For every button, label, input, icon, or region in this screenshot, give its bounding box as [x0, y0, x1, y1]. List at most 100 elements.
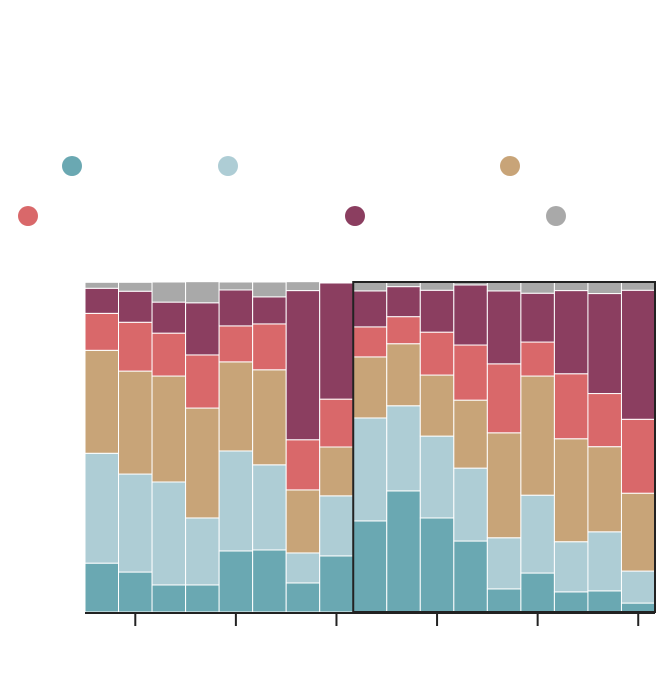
bar-segment: [118, 473, 153, 573]
bar-segment: [185, 517, 220, 586]
bar-segment: [151, 281, 187, 303]
bar-segment: [84, 349, 120, 454]
bar-segment: [252, 296, 287, 325]
bar-segment: [252, 369, 287, 466]
bar-segment: [352, 326, 388, 358]
bar-segment: [285, 439, 321, 491]
bar-segment: [252, 323, 287, 371]
bar-segment: [151, 375, 187, 483]
bar-segment: [285, 489, 321, 554]
bar-segment: [352, 281, 388, 292]
bar-segment: [386, 490, 421, 613]
bar-segment: [419, 517, 455, 613]
bar-segment: [620, 281, 656, 291]
bar-segment: [84, 312, 120, 351]
bar-segment: [185, 281, 220, 304]
bar-segment: [453, 399, 488, 469]
bar-segment: [620, 492, 656, 572]
bar-segment: [553, 591, 589, 613]
legend-marker: [345, 206, 365, 226]
bar-segment: [587, 590, 622, 613]
bar-segment: [419, 289, 455, 333]
bar-segment: [319, 446, 354, 497]
bar-segment: [118, 370, 153, 475]
bar-segment: [453, 540, 488, 613]
bar-segment: [118, 321, 153, 372]
bar-segment: [486, 537, 522, 590]
bar-segment: [587, 293, 622, 395]
bar-segment: [620, 289, 656, 420]
bar-segment: [218, 289, 254, 327]
bar-segment: [118, 290, 153, 323]
bar-segment: [553, 541, 589, 593]
bar-segment: [118, 281, 153, 292]
bar-segment: [520, 292, 555, 343]
bar-segment: [520, 341, 555, 377]
bar-segment: [419, 281, 455, 291]
bar-segment: [553, 281, 589, 292]
legend-marker: [218, 156, 238, 176]
bar-segment: [352, 356, 388, 419]
bar-segment: [486, 281, 522, 292]
legend-marker: [500, 156, 520, 176]
bar-segment: [587, 531, 622, 592]
bar-segment: [319, 281, 354, 284]
bar-segment: [352, 417, 388, 522]
legend-marker: [62, 156, 82, 176]
bar-segment: [486, 363, 522, 434]
bar-segment: [386, 343, 421, 407]
bar-segment: [84, 562, 120, 613]
bar-segment: [419, 374, 455, 437]
bar-segment: [352, 520, 388, 613]
bar-segment: [386, 286, 421, 318]
bar-segment: [185, 407, 220, 519]
bar-segment: [587, 446, 622, 533]
legend-marker: [546, 206, 566, 226]
bar-segment: [319, 495, 354, 557]
bar-segment: [285, 552, 321, 584]
bar-segment: [84, 281, 120, 289]
bar-segment: [252, 281, 287, 298]
bar-segment: [587, 281, 622, 295]
bar-segment: [285, 290, 321, 441]
bar-segment: [285, 582, 321, 613]
bar-segment: [520, 572, 555, 613]
bar-segment: [453, 467, 488, 542]
bar-segment: [285, 281, 321, 292]
bar-segment: [185, 302, 220, 356]
bar-segment: [319, 282, 354, 400]
bar-segment: [218, 550, 254, 613]
bar-segment: [218, 281, 254, 291]
bar-segment: [419, 331, 455, 376]
bar-segment: [151, 481, 187, 586]
bar-segment: [453, 284, 488, 346]
bar-segment: [520, 281, 555, 294]
bar-segment: [587, 393, 622, 448]
bar-segment: [151, 332, 187, 377]
bar-segment: [84, 287, 120, 314]
bar-segment: [185, 354, 220, 409]
bar-segment: [553, 290, 589, 375]
bar-segment: [520, 375, 555, 496]
bar-segment: [352, 290, 388, 328]
bar-segment: [620, 418, 656, 494]
bar-segment: [218, 450, 254, 552]
bar-segment: [84, 452, 120, 564]
bar-segment: [419, 435, 455, 519]
bar-segment: [486, 290, 522, 365]
bar-segment: [620, 602, 656, 613]
bar-segment: [553, 438, 589, 543]
bar-segment: [151, 301, 187, 334]
bar-segment: [252, 549, 287, 613]
bar-segment: [453, 344, 488, 401]
bar-segment: [218, 325, 254, 363]
bar-segment: [319, 555, 354, 613]
bar-segment: [118, 571, 153, 613]
bar-segment: [386, 405, 421, 492]
bar-segment: [151, 584, 187, 613]
bar-segment: [620, 570, 656, 604]
bar-segment: [218, 361, 254, 452]
bar-segment: [319, 398, 354, 448]
